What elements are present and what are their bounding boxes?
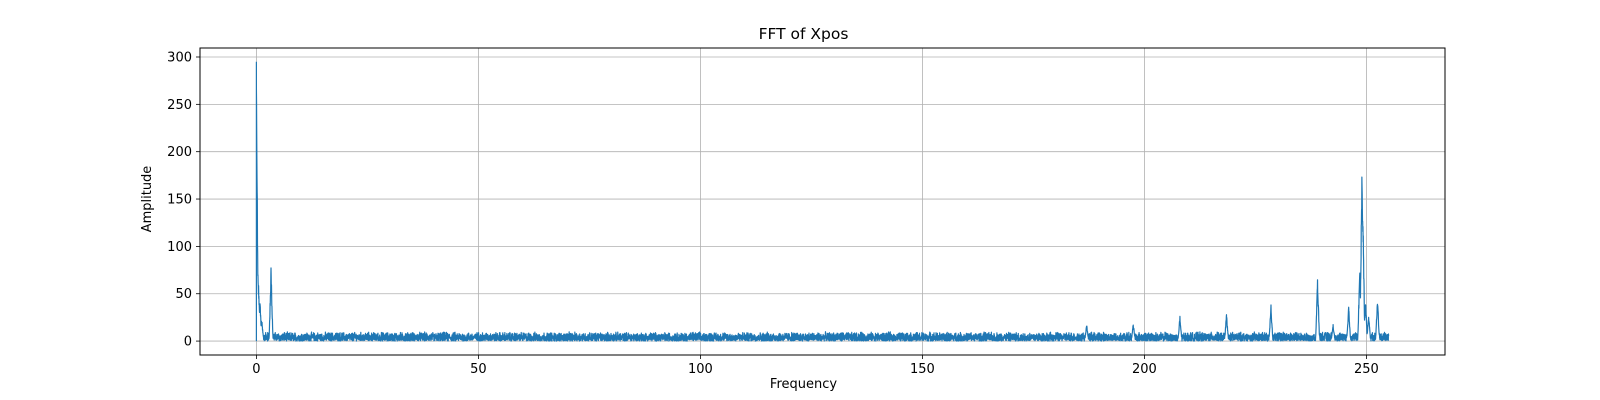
x-tick-label: 200: [1132, 362, 1157, 377]
y-axis-label: Amplitude: [140, 166, 155, 233]
plot-area: [255, 61, 1390, 342]
x-tick-label: 0: [252, 362, 260, 377]
x-tick-label: 100: [688, 362, 713, 377]
y-tick-label: 0: [184, 335, 192, 350]
y-tick-label: 200: [167, 145, 192, 160]
fft-amplitude-line: [255, 61, 1390, 342]
x-axis-label: Frequency: [770, 377, 837, 392]
x-tick-label: 250: [1354, 362, 1379, 377]
y-tick-label: 300: [167, 50, 192, 65]
x-tick-label: 50: [470, 362, 487, 377]
axes-frame: [199, 47, 1446, 356]
y-tick-label: 50: [175, 287, 192, 302]
y-axis-ticks: 0 50 100 150 200 250 300: [167, 50, 200, 350]
y-tick-label: 250: [167, 98, 192, 113]
grid: [200, 48, 1445, 355]
x-tick-label: 150: [910, 362, 935, 377]
x-axis-ticks: 0 50 100 150 200 250: [252, 355, 1379, 377]
chart-title: FFT of Xpos: [759, 25, 849, 43]
y-tick-label: 100: [167, 240, 192, 255]
y-tick-label: 150: [167, 193, 192, 208]
